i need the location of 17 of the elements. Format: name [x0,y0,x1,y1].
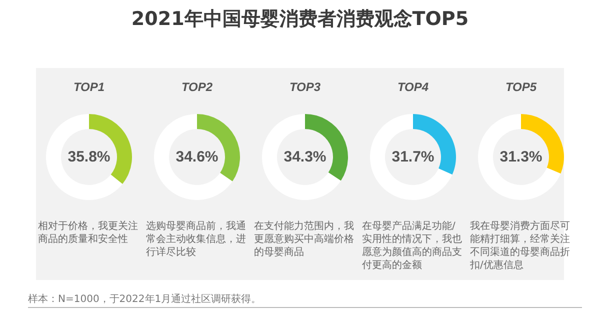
text: 相对于价格，我更关注商品的质量和安全性 [38,220,139,246]
chart-title: TOP1 [73,80,105,94]
text: 样本：N=1000，于2022年1月通过社区调研获得。 [28,292,262,306]
data-label: 34.6% [176,148,218,166]
chart-title: TOP2 [181,80,213,94]
text: 在支付能力范围内，我更愿意购买中高端价格的母婴商品 [254,220,355,259]
data-label: 31.7% [392,148,434,166]
data-label: 35.8% [68,148,110,166]
text: 2021年中国母婴消费者消费观念TOP5 [130,7,470,32]
data-label: 34.3% [284,148,326,166]
text: 选购母婴商品前，我通常会主动收集信息，进行详尽比较 [146,220,247,259]
chart-title: TOP4 [397,80,429,94]
chart-title: TOP5 [505,80,537,94]
text: 在母婴产品满足功能/实用性的情况下，我也愿意为颜值高的商品支付更高的金额 [362,220,463,272]
chart-title: TOP3 [289,80,321,94]
data-label: 31.3% [500,148,542,166]
text: 我在母婴消费方面尽可能精打细算，经常关注不同渠道的母婴商品折扣/优惠信息 [470,220,571,272]
